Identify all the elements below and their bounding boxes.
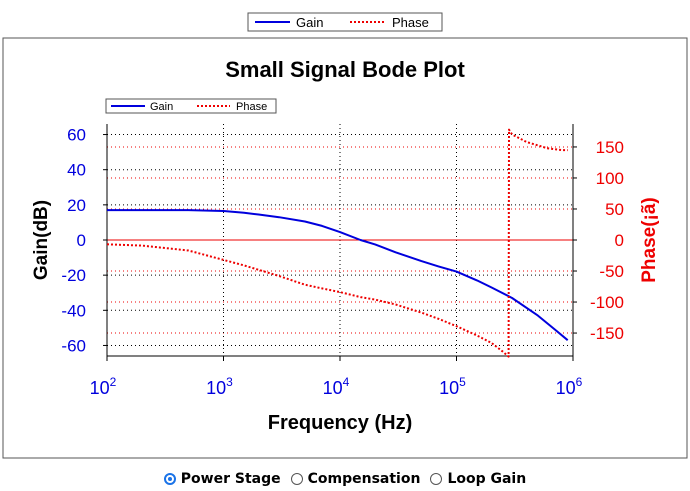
right-tick-label: 150 bbox=[596, 138, 624, 157]
left-tick-label: -40 bbox=[61, 301, 86, 320]
inner-legend-box bbox=[105, 98, 277, 114]
radio-button-icon[interactable] bbox=[430, 473, 443, 485]
left-tick-label: 0 bbox=[77, 231, 86, 250]
x-tick-label: 103 bbox=[206, 375, 233, 398]
right-tick-label: -100 bbox=[590, 293, 624, 312]
radio-button-icon[interactable] bbox=[163, 473, 176, 485]
outer-legend-box bbox=[247, 12, 443, 32]
series-line-phase bbox=[106, 128, 568, 358]
left-tick-label: 40 bbox=[67, 161, 86, 180]
x-tick-label: 102 bbox=[90, 375, 117, 398]
inner-legend: Gain Phase bbox=[105, 98, 277, 114]
right-tick-label: 50 bbox=[605, 200, 624, 219]
view-mode-radio-group: Power Stage Compensation Loop Gain bbox=[0, 468, 690, 490]
radio-button-icon[interactable] bbox=[290, 473, 303, 485]
x-tick-label: 106 bbox=[556, 375, 583, 398]
radio-compensation-label: Compensation bbox=[307, 471, 421, 487]
left-tick-label: 20 bbox=[67, 196, 86, 215]
radio-power-stage[interactable]: Power Stage bbox=[163, 471, 281, 487]
radio-loop-gain-label: Loop Gain bbox=[447, 471, 527, 487]
x-tick-label: 105 bbox=[439, 375, 466, 398]
left-tick-label: -60 bbox=[61, 336, 86, 355]
chart-title: Small Signal Bode Plot bbox=[225, 57, 465, 82]
left-axis-ticks: 60 40 20 0 -20 -40 -60 bbox=[61, 126, 107, 355]
y-axis-left-label: Gain(dB) bbox=[31, 200, 52, 280]
inner-legend-phase-label: Phase bbox=[236, 101, 267, 113]
right-tick-label: 100 bbox=[596, 169, 624, 188]
right-tick-label: -150 bbox=[590, 324, 624, 343]
radio-power-stage-label: Power Stage bbox=[180, 471, 281, 487]
right-tick-label: -50 bbox=[599, 262, 624, 281]
series-layer bbox=[106, 128, 569, 358]
y-axis-right-label: Phase(¡ã) bbox=[639, 197, 660, 283]
left-tick-label: -20 bbox=[61, 266, 86, 285]
right-tick-label: 0 bbox=[615, 231, 624, 250]
radio-compensation[interactable]: Compensation bbox=[290, 471, 421, 487]
x-axis-ticks: 102 103 104 105 106 bbox=[90, 356, 583, 398]
radio-loop-gain[interactable]: Loop Gain bbox=[430, 471, 526, 487]
right-axis-ticks: 150 100 50 0 -50 -100 -150 bbox=[573, 138, 624, 343]
left-tick-label: 60 bbox=[67, 126, 86, 145]
series-line-gain bbox=[107, 209, 569, 341]
outer-legend: Gain Phase bbox=[247, 12, 443, 32]
outer-legend-phase-label: Phase bbox=[392, 15, 429, 30]
x-tick-label: 104 bbox=[323, 375, 350, 398]
outer-legend-gain-label: Gain bbox=[296, 15, 323, 30]
x-axis-label: Frequency (Hz) bbox=[268, 412, 412, 434]
inner-legend-gain-label: Gain bbox=[150, 101, 173, 113]
